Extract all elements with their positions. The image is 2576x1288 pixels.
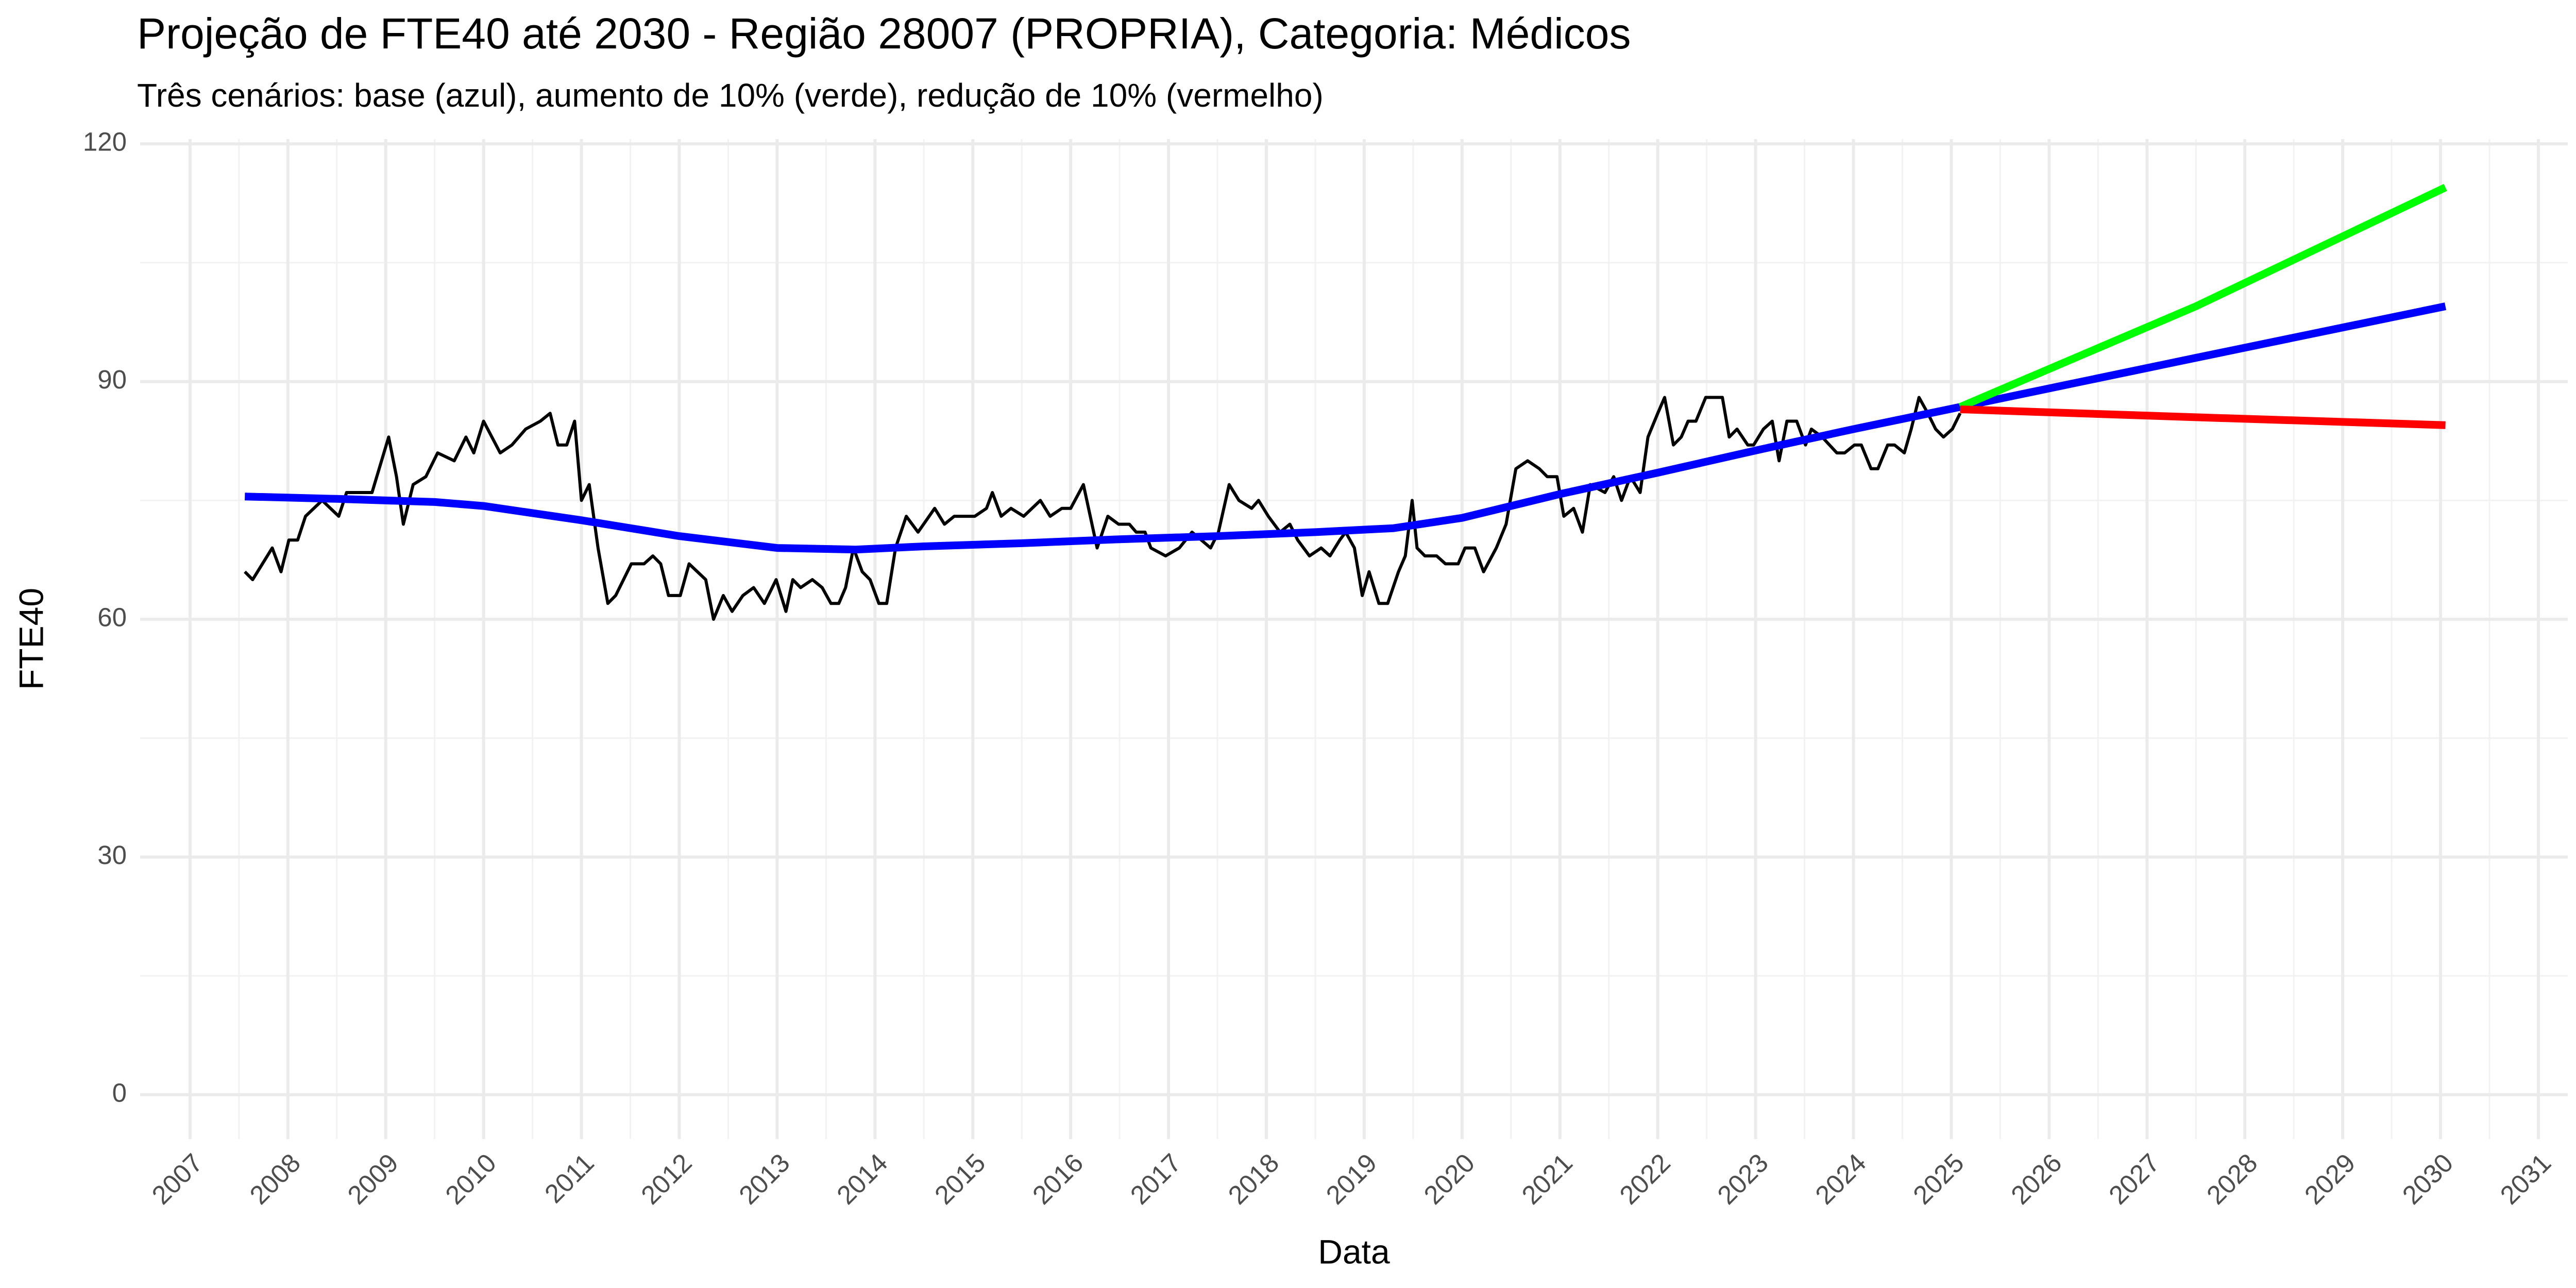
x-tick-label: 2011 (539, 1148, 600, 1209)
series-line (245, 302, 2447, 554)
series-line (1958, 184, 2447, 411)
x-tick-label: 2023 (1711, 1148, 1774, 1210)
y-axis-title: FTE40 (12, 588, 50, 690)
x-axis-title: Data (1318, 1232, 1390, 1270)
series-line (1960, 405, 2446, 429)
x-tick-label: 2025 (1907, 1148, 1970, 1210)
x-tick-label: 2024 (1809, 1148, 1872, 1210)
y-tick-label: 60 (97, 603, 127, 632)
x-tick-label: 2010 (439, 1148, 502, 1210)
y-tick-label: 120 (83, 127, 127, 157)
x-tick-label: 2022 (1614, 1148, 1676, 1210)
x-tick-label: 2021 (1516, 1148, 1579, 1210)
x-tick-label: 2009 (342, 1148, 404, 1210)
x-tick-label: 2019 (1320, 1148, 1383, 1210)
x-tick-label: 2018 (1223, 1148, 1285, 1210)
x-tick-label: 2027 (2103, 1148, 2165, 1210)
y-tick-label: 0 (112, 1078, 127, 1107)
x-tick-label: 2028 (2201, 1148, 2263, 1210)
x-tick-label: 2013 (733, 1148, 795, 1210)
x-tick-label: 2017 (1125, 1148, 1187, 1210)
x-tick-label: 2030 (2397, 1148, 2459, 1210)
x-tick-label: 2029 (2299, 1148, 2361, 1210)
x-tick-label: 2016 (1027, 1148, 1089, 1210)
chart-subtitle: Três cenários: base (azul), aumento de 1… (137, 77, 1324, 114)
x-tick-label: 2007 (146, 1148, 209, 1210)
x-tick-label: 2031 (2495, 1148, 2557, 1210)
x-tick-label: 2012 (635, 1148, 698, 1210)
y-tick-label: 30 (97, 840, 127, 870)
series-line (244, 396, 1962, 621)
x-tick-label: 2020 (1418, 1148, 1481, 1210)
chart-title: Projeção de FTE40 até 2030 - Região 2800… (137, 9, 1631, 58)
x-tick-label: 2008 (244, 1148, 307, 1210)
y-tick-label: 90 (97, 365, 127, 394)
x-tick-label: 2026 (2005, 1148, 2067, 1210)
x-tick-label: 2015 (929, 1148, 991, 1210)
x-tick-label: 2014 (831, 1148, 893, 1210)
